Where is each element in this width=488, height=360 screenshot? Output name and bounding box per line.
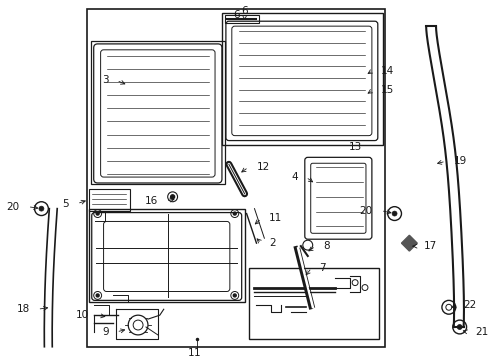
Circle shape — [96, 294, 99, 297]
Text: 9: 9 — [102, 327, 108, 337]
Text: 15: 15 — [380, 85, 393, 95]
Text: 3: 3 — [102, 75, 108, 85]
Text: 20: 20 — [359, 206, 372, 216]
Text: 19: 19 — [453, 156, 466, 166]
Text: 4: 4 — [291, 172, 297, 182]
Text: 17: 17 — [423, 241, 437, 251]
Text: 14: 14 — [380, 66, 393, 76]
Text: 1: 1 — [188, 348, 194, 357]
Text: 20: 20 — [7, 202, 20, 212]
Text: 6: 6 — [233, 10, 240, 20]
Circle shape — [233, 212, 236, 215]
Text: 10: 10 — [76, 310, 89, 320]
Polygon shape — [401, 235, 416, 251]
Text: 6: 6 — [241, 6, 247, 16]
Text: 21: 21 — [474, 327, 488, 337]
Text: 11: 11 — [269, 213, 282, 224]
Text: 1: 1 — [194, 348, 200, 357]
Bar — [224, 15, 259, 23]
Bar — [91, 41, 224, 184]
Bar — [89, 209, 244, 302]
Circle shape — [39, 206, 44, 211]
Text: 13: 13 — [348, 143, 361, 153]
Text: 2: 2 — [269, 238, 275, 248]
Bar — [89, 189, 130, 211]
Text: 22: 22 — [463, 300, 476, 310]
Text: 5: 5 — [62, 199, 69, 209]
Bar — [248, 268, 378, 339]
Circle shape — [391, 211, 396, 216]
Bar — [222, 13, 382, 144]
Circle shape — [233, 294, 236, 297]
Text: 16: 16 — [144, 196, 158, 206]
Text: 7: 7 — [319, 263, 325, 273]
Circle shape — [96, 212, 99, 215]
Circle shape — [456, 324, 461, 329]
Bar — [87, 9, 384, 347]
Circle shape — [170, 195, 174, 199]
Text: 18: 18 — [16, 304, 30, 314]
Text: 8: 8 — [323, 241, 329, 251]
Text: 12: 12 — [256, 162, 269, 172]
